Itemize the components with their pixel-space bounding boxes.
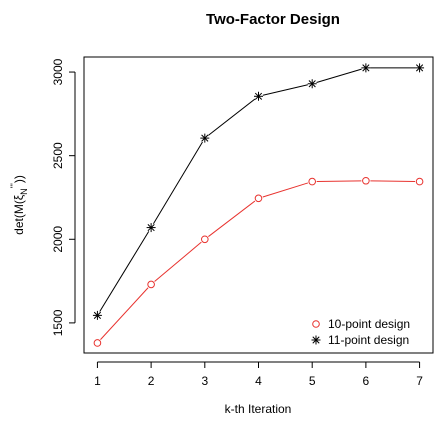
legend-item: 10-point design bbox=[312, 317, 410, 331]
series-line-segment bbox=[100, 287, 149, 340]
x-axis: 1 2 3 4 5 6 7 bbox=[94, 361, 423, 388]
y-tick-label: 2500 bbox=[51, 142, 65, 169]
data-point bbox=[254, 91, 263, 101]
legend-label: 11-point design bbox=[328, 333, 409, 347]
data-point bbox=[307, 79, 317, 89]
legend-marker bbox=[312, 320, 320, 328]
series-line-segment bbox=[262, 84, 308, 96]
y-axis: 1500 2000 2500 3000 bbox=[51, 58, 76, 336]
x-tick-label: 4 bbox=[255, 374, 262, 388]
y-tick-label: 1500 bbox=[51, 309, 65, 336]
legend-item: 11-point design bbox=[311, 333, 409, 347]
y-axis-label: det(M(ξN''')) bbox=[9, 175, 29, 235]
x-tick-label: 7 bbox=[416, 374, 423, 388]
x-tick-label: 2 bbox=[148, 374, 155, 388]
y-tick-label: 2000 bbox=[51, 226, 65, 253]
series-line-segment bbox=[208, 200, 256, 237]
plot-frame bbox=[83, 56, 434, 354]
data-point bbox=[415, 177, 424, 186]
legend: 10-point design 11-point design bbox=[311, 317, 410, 347]
y-tick-label: 3000 bbox=[51, 58, 65, 85]
series-line-segment bbox=[153, 141, 203, 224]
series-line-segment bbox=[316, 68, 362, 83]
legend-label: 10-point design bbox=[328, 317, 410, 331]
data-point bbox=[92, 310, 102, 320]
series-10-point bbox=[93, 176, 424, 347]
series-line-segment bbox=[262, 182, 309, 198]
data-point bbox=[201, 235, 209, 244]
data-point bbox=[415, 63, 425, 73]
series-layer bbox=[92, 63, 425, 347]
x-tick-label: 6 bbox=[363, 374, 370, 388]
series-line-segment bbox=[208, 98, 256, 136]
data-point bbox=[362, 176, 370, 185]
data-point bbox=[200, 133, 210, 143]
chart-title: Two-Factor Design bbox=[206, 11, 340, 28]
x-tick-label: 3 bbox=[201, 374, 208, 388]
data-point bbox=[147, 280, 155, 289]
x-tick-label: 1 bbox=[94, 374, 101, 388]
data-point bbox=[146, 223, 156, 233]
series-line-segment bbox=[370, 180, 416, 183]
x-axis-label: k-th Iteration bbox=[225, 402, 292, 416]
x-tick-label: 5 bbox=[309, 374, 316, 388]
data-point bbox=[93, 339, 102, 347]
series-11-point bbox=[92, 63, 425, 320]
data-point bbox=[361, 63, 371, 73]
series-line-segment bbox=[316, 180, 362, 183]
legend-marker bbox=[311, 335, 321, 345]
data-point bbox=[254, 194, 263, 203]
data-point bbox=[308, 177, 316, 186]
series-line-segment bbox=[99, 231, 150, 312]
series-line-segment bbox=[154, 241, 202, 282]
